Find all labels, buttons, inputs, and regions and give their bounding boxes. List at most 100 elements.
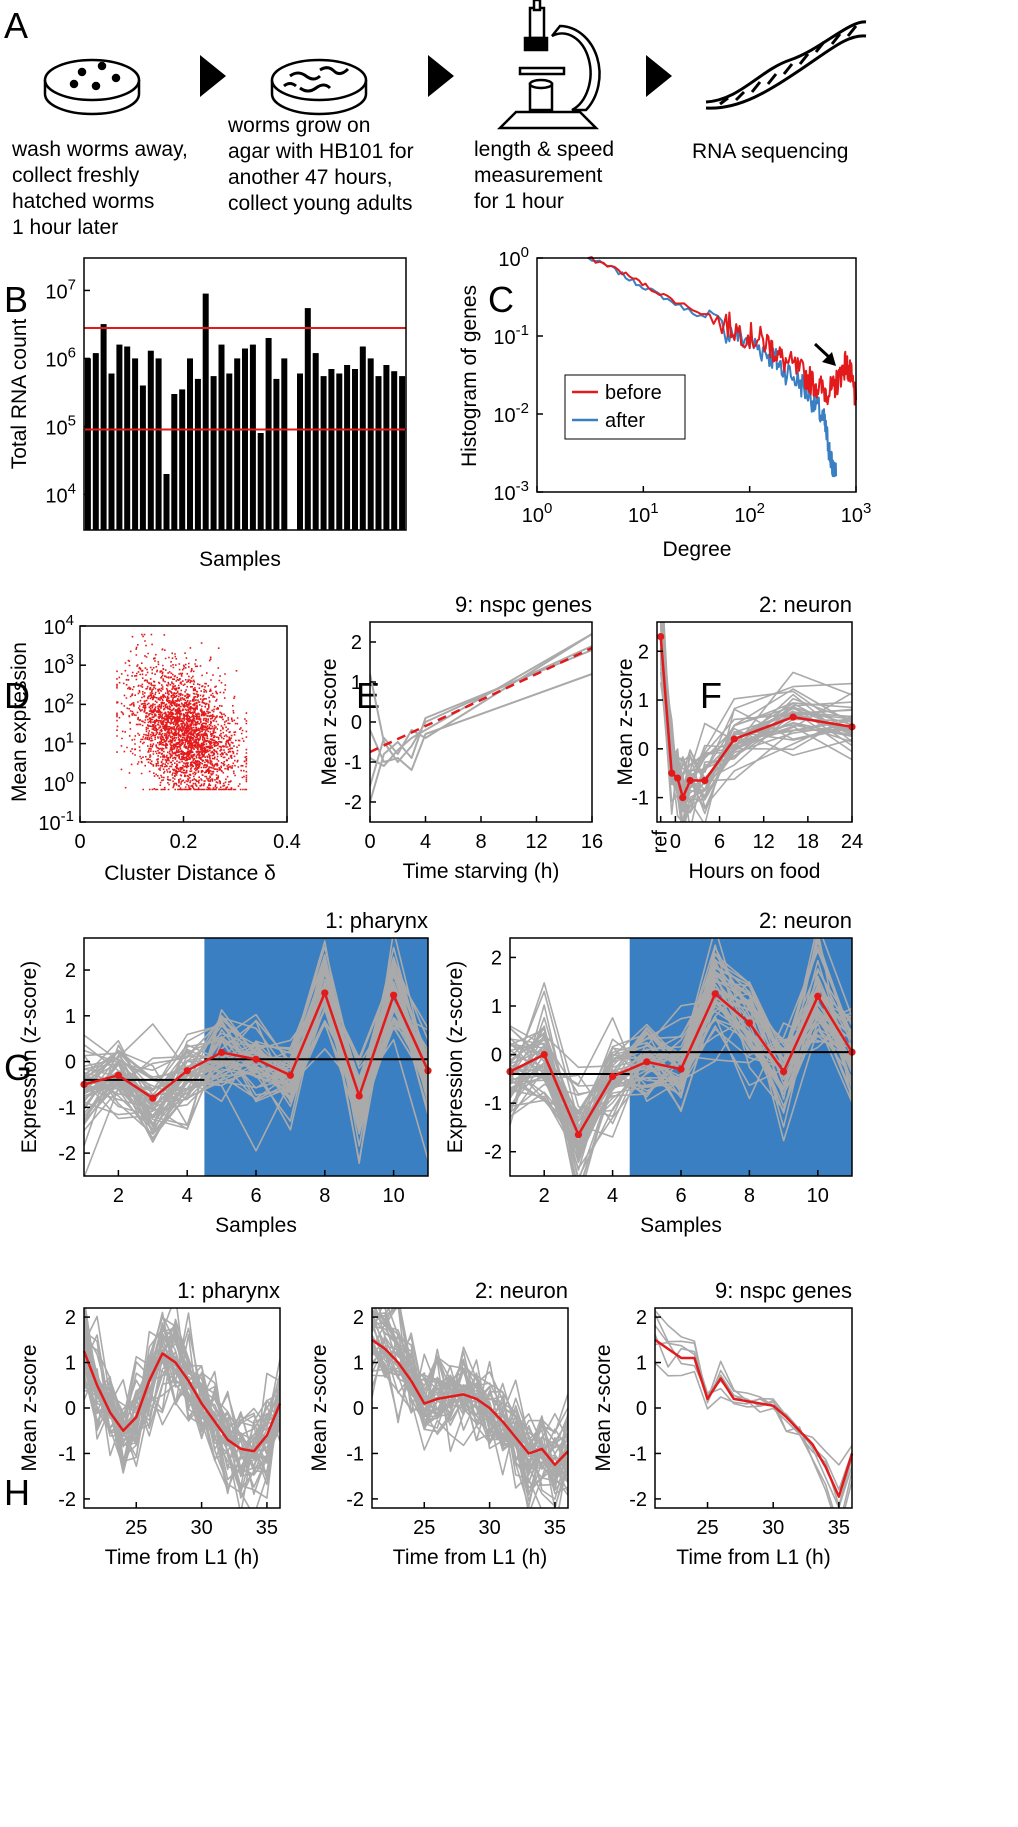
legend-label-before: before [605,382,662,404]
gene-trace [510,969,852,1119]
y-tick-label: 103 [43,651,74,678]
y-tick-label: 102 [43,690,74,717]
gene-trace [84,972,428,1111]
workflow-step-2: worms grow on agar with HB101 for anothe… [227,58,419,215]
gene-trace [372,1313,568,1479]
mean-line [371,1338,569,1467]
y-tick-label: 100 [43,769,74,796]
mean-point [677,1065,685,1073]
plot-frame [79,625,288,823]
mean-point [218,1048,226,1057]
plot-frame [536,257,857,493]
y-tick-label: -2 [344,792,362,814]
x-axis-label: Time starving (h) [403,860,560,883]
y-tick-label: 106 [45,344,76,371]
legend-box [564,374,686,440]
y-tick-label: 1 [65,1006,76,1028]
gene-traces [84,1308,280,1508]
mean-point [252,1055,260,1063]
bar-sample-13 [179,389,186,530]
bar-sample-37 [367,358,374,530]
y-axis-label: Mean expression [8,642,31,802]
mean-point [657,633,665,641]
y-tick-label: -2 [484,1142,502,1164]
chart-title: 2: neuron [759,908,852,933]
x-tick-label: 4 [182,1185,193,1207]
bar-sample-29 [304,308,311,530]
mean-point [149,1094,157,1102]
mean-point [686,776,694,785]
bar-sample-34 [344,365,351,530]
bar-sample-15 [194,378,201,530]
bar-sample-9 [147,350,154,530]
y-tick-label: -1 [58,1097,76,1119]
bar-sample-21 [242,348,248,530]
chart-title: 2: neuron [475,1278,568,1303]
x-tick-label: 12 [753,831,775,853]
y-axis-label: Total RNA count [8,319,31,470]
gene-trace [655,1362,852,1466]
gene-trace [510,965,852,1154]
bar-sample-1 [84,358,91,530]
bar-sample-10 [155,358,162,530]
mean-point [114,1071,122,1079]
fit-line [369,646,593,754]
bar-sample-33 [336,373,343,530]
workflow-step-2-caption: worms grow on agar with HB101 for anothe… [227,114,419,215]
gene-trace [510,978,852,1115]
bar-sample-23 [257,433,264,530]
chart-d-expression-vs-distance: 0 0.2 0.4 10-1 100 101 102 103 104 Cluster Distan… [8,612,301,885]
x-tick-label: 0 [364,831,375,853]
panel-letter-e: E [356,675,380,716]
y-axis-label: Expression (z-score) [444,961,467,1154]
gene-trace [372,1308,568,1482]
x-tick-label: 101 [628,500,659,527]
gene-traces [372,1308,568,1508]
bar-sample-2 [92,353,99,530]
legend: before after [564,374,686,440]
gene-trace [84,1308,280,1491]
y-tick-label: 10-2 [493,400,529,427]
bar-sample-24 [265,338,272,530]
y-tick-label: 104 [45,480,76,507]
microscope-icon [496,0,601,130]
bar-sample-35 [352,369,358,530]
mean-point [643,1058,651,1066]
y-tick-label: 0 [636,1398,647,1420]
y-axis-label: Mean z-score [318,658,341,785]
x-axis-label: Degree [663,538,732,561]
y-tick-label: -1 [344,752,362,774]
bar-sample-16 [202,293,209,530]
gene-trace [84,1355,280,1495]
arrow-right-icon [428,55,454,97]
bar-sample-40 [391,371,398,530]
chart-title: 2: neuron [759,592,852,617]
x-tick-label: 8 [744,1185,755,1207]
y-tick-label: 2 [353,1307,364,1329]
panel-letter-g: G [4,1047,32,1088]
gene-trace [655,1313,852,1508]
x-tick-label: 24 [841,831,863,853]
gene-trace [660,622,852,822]
legend-label-after: after [605,410,645,432]
gene-trace [84,978,428,1131]
mean-point [745,1019,754,1027]
mean-point [814,992,822,1000]
y-tick-label: 0 [638,739,649,761]
x-tick-label: 25 [696,1517,718,1539]
y-tick-label: 1 [638,690,649,712]
y-axis-label: Mean z-score [308,1344,331,1471]
mean-point [390,991,398,999]
x-axis-label: Samples [215,1214,297,1237]
gene-trace [84,1346,280,1477]
x-axis-label: Time from L1 (h) [105,1546,259,1569]
bar-sample-17 [210,376,217,530]
bar-sample-20 [234,358,241,530]
y-axis-label: Expression (z-score) [18,961,41,1154]
panel-letter-b: B [4,279,28,320]
mean-point [609,1072,617,1081]
x-tick-label: 4 [420,831,431,853]
y-tick-label: 101 [43,730,74,757]
